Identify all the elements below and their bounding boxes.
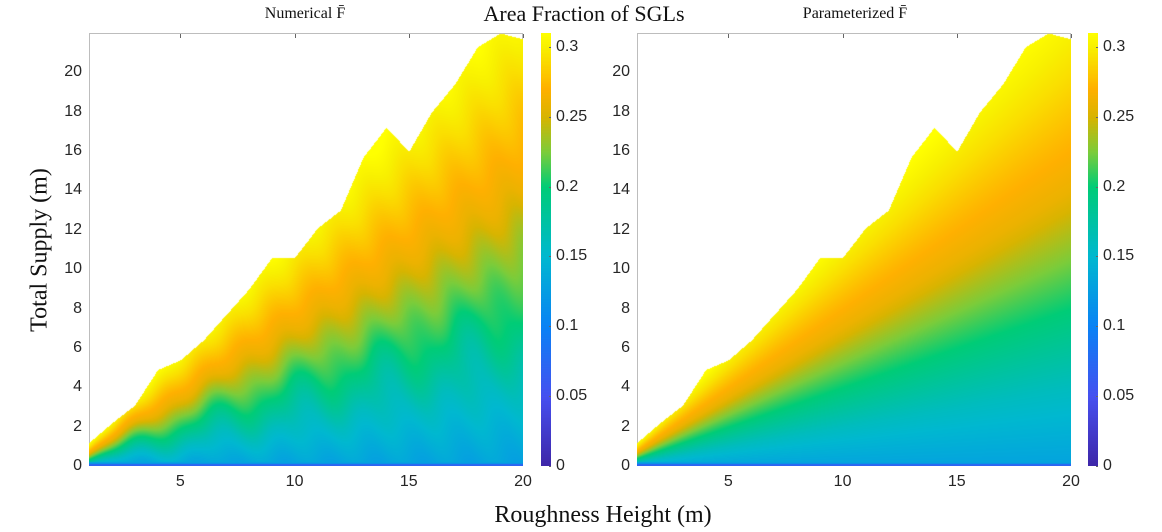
colorbar-tick-mark — [1096, 46, 1098, 48]
x-tick-label: 20 — [514, 473, 532, 490]
x-tick-mark — [180, 34, 182, 38]
x-tick-label: 5 — [723, 473, 733, 490]
y-tick-label: 4 — [73, 378, 82, 396]
y-tick-label: 8 — [621, 299, 630, 317]
y-tick-label: 16 — [64, 142, 82, 160]
colorbar-tick-label: 0.05 — [1103, 387, 1135, 405]
colorbar-tick-label: 0.2 — [556, 177, 579, 195]
y-tick-label: 10 — [612, 260, 630, 278]
x-tick-mark — [956, 34, 958, 38]
heatmap-numerical — [89, 33, 523, 466]
y-tick-label: 14 — [64, 181, 82, 199]
y-tick-label: 18 — [612, 102, 630, 120]
y-tick-label: 20 — [612, 63, 630, 81]
x-tick-label: 15 — [399, 473, 418, 490]
colorbar-tick-mark — [549, 396, 551, 398]
colorbar-tick-mark — [549, 256, 551, 258]
y-tick-label: 16 — [612, 142, 630, 160]
y-tick-label: 0 — [621, 457, 630, 474]
y-tick-label: 6 — [73, 338, 82, 356]
y-tick-label: 4 — [621, 378, 630, 396]
colorbar-tick-mark — [549, 186, 551, 188]
x-tick-mark — [842, 34, 844, 38]
colorbar-tick-label: 0.15 — [556, 247, 588, 265]
x-axis-label: Roughness Height (m) — [494, 502, 712, 528]
colorbar-tick-mark — [1096, 326, 1098, 328]
colorbar-tick-label: 0 — [1103, 457, 1112, 474]
x-tick-mark — [523, 34, 524, 38]
y-tick-label: 0 — [73, 457, 82, 474]
colorbar-tick-label: 0.2 — [1103, 177, 1126, 195]
colorbar-tick-mark — [1096, 186, 1098, 188]
colorbar-tick-mark — [549, 466, 551, 467]
y-tick-label: 8 — [73, 299, 82, 317]
y-tick-label: 2 — [621, 417, 630, 435]
y-tick-label: 2 — [73, 417, 82, 435]
colorbar-tick-mark — [549, 46, 551, 48]
main-title: Area Fraction of SGLs — [483, 1, 685, 26]
colorbar-tick-label: 0.15 — [1103, 247, 1135, 265]
colorbar-tick-label: 0.25 — [556, 107, 588, 125]
colorbar-tick-label: 0.3 — [556, 37, 579, 55]
x-tick-label: 10 — [285, 473, 304, 490]
x-tick-mark — [1071, 34, 1072, 38]
x-tick-label: 5 — [175, 473, 185, 490]
y-tick-label: 20 — [64, 63, 82, 81]
x-tick-mark — [408, 34, 410, 38]
colorbar — [541, 33, 551, 466]
colorbar-tick-label: 0.25 — [1103, 107, 1135, 125]
y-tick-label: 18 — [64, 102, 82, 120]
heatmap-parameterized — [637, 33, 1071, 466]
colorbar-tick-mark — [549, 116, 551, 118]
colorbar-tick-mark — [1096, 466, 1098, 467]
colorbar — [1088, 33, 1098, 466]
colorbar-tick-label: 0.3 — [1103, 37, 1126, 55]
colorbar-tick-mark — [549, 326, 551, 328]
left-panel-title: Numerical F̄ — [264, 5, 346, 22]
colorbar-tick-mark — [1096, 116, 1098, 118]
y-tick-label: 6 — [621, 338, 630, 356]
colorbar-tick-label: 0.1 — [1103, 317, 1126, 335]
y-tick-label: 12 — [64, 220, 82, 238]
y-tick-label: 10 — [64, 260, 82, 278]
colorbar-tick-label: 0 — [556, 457, 565, 474]
x-tick-label: 10 — [833, 473, 852, 490]
right-panel-title: Parameterized F̄ — [802, 5, 908, 22]
x-tick-label: 15 — [947, 473, 966, 490]
x-tick-mark — [728, 34, 730, 38]
y-tick-label: 14 — [612, 181, 630, 199]
colorbar-tick-label: 0.1 — [556, 317, 579, 335]
colorbar-tick-mark — [1096, 256, 1098, 258]
y-axis-label: Total Supply (m) — [26, 168, 53, 332]
x-tick-label: 20 — [1062, 473, 1080, 490]
x-tick-mark — [294, 34, 296, 38]
colorbar-tick-mark — [1096, 396, 1098, 398]
y-tick-label: 12 — [612, 220, 630, 238]
colorbar-tick-label: 0.05 — [556, 387, 588, 405]
